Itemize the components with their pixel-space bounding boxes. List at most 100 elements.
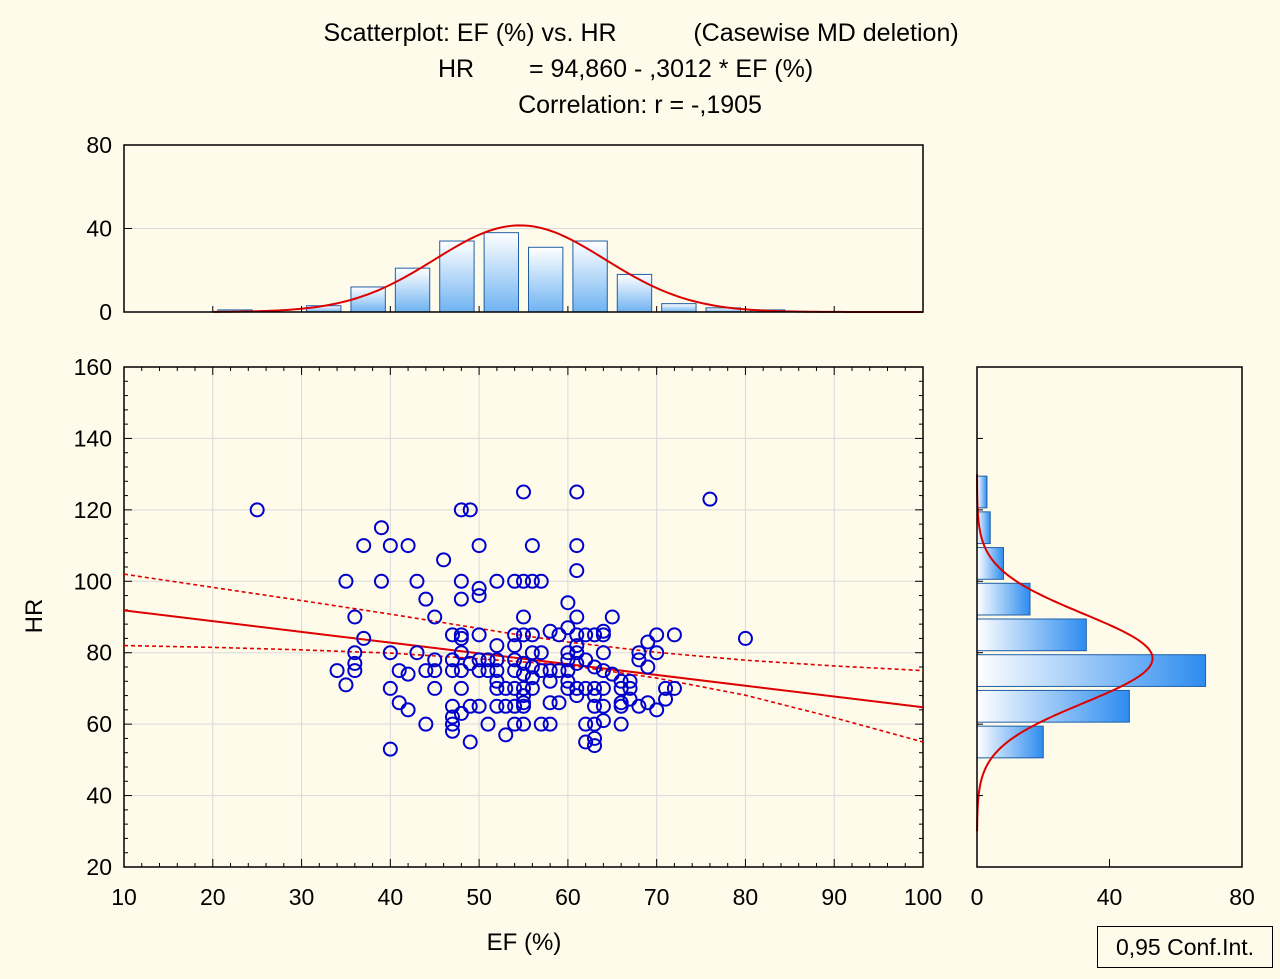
scatter-point [595, 627, 611, 643]
scatter-point [587, 698, 603, 714]
right-histogram: 0 40 80 [971, 366, 1255, 910]
scatter-point [622, 673, 638, 689]
scatter-point [391, 695, 407, 711]
scatter-point [462, 502, 478, 518]
scatter-point [569, 538, 585, 554]
scatter-point [587, 627, 603, 643]
scatter-point [382, 645, 398, 661]
scatter-point [595, 645, 611, 661]
scatter-point [649, 627, 665, 643]
scatter-point [587, 680, 603, 696]
scatter-point [569, 484, 585, 500]
right-hist-bar [976, 547, 1004, 580]
scatter-point [453, 591, 469, 607]
scatter-point [436, 552, 452, 568]
scatter-point [560, 620, 576, 636]
scatter-point [578, 716, 594, 732]
scatter-x-tick-label: 90 [821, 884, 847, 910]
right-hist-bar [976, 582, 1031, 616]
scatter-point [516, 688, 531, 704]
scatter-point [587, 730, 603, 746]
scatter-point [471, 580, 487, 596]
scatter-point [444, 709, 460, 725]
scatter-x-tick-label: 80 [733, 884, 759, 910]
scatter-point [507, 627, 523, 643]
scatter-point [516, 680, 531, 696]
right-hist-bar [976, 689, 1130, 723]
scatter-y-tick-label: 140 [74, 425, 112, 451]
top-hist-normal-curve [212, 224, 924, 313]
scatter-point [338, 573, 354, 589]
scatter-point [524, 627, 540, 643]
scatter-point [524, 670, 540, 686]
scatter-point [507, 680, 523, 696]
top-hist-y-tick-label: 80 [86, 132, 112, 158]
scatter-point [427, 663, 443, 679]
scatter-point [640, 634, 656, 650]
scatter-point [516, 698, 531, 714]
scatter-point [453, 663, 469, 679]
top-hist-bar [661, 303, 697, 313]
scatter-point [480, 663, 496, 679]
top-hist-y-tick-label: 40 [86, 216, 112, 242]
scatter-point [516, 716, 531, 732]
top-hist-bar [572, 240, 608, 313]
scatter-point [551, 663, 567, 679]
top-hist-bar [350, 286, 386, 313]
scatter-point [631, 652, 647, 668]
scatter-point [649, 702, 665, 718]
scatter-point [560, 595, 576, 611]
scatter-point [338, 677, 354, 693]
right-hist-x-tick-label: 40 [1097, 884, 1123, 910]
scatter-y-tick-label: 40 [86, 783, 112, 809]
title-line3: Correlation: r = -,1905 [518, 91, 762, 119]
scatter-point [480, 652, 496, 668]
scatter-point [516, 666, 531, 682]
scatter-point [347, 609, 363, 625]
scatter-point [507, 716, 523, 732]
scatter-point [560, 673, 576, 689]
scatter-point [373, 520, 389, 536]
scatter-point [560, 652, 576, 668]
scatter-point [587, 738, 603, 754]
scatter-point [356, 538, 372, 554]
scatter-point [569, 645, 585, 661]
scatter-point [427, 652, 443, 668]
scatter-point [524, 573, 540, 589]
scatter-point [613, 716, 629, 732]
scatter-point [702, 491, 718, 507]
scatter-point [444, 698, 460, 714]
scatter-point [427, 609, 443, 625]
scatter-point [569, 627, 585, 643]
scatter-y-tick-label: 120 [74, 497, 112, 523]
top-hist-y-tick-label: 0 [99, 299, 112, 325]
scatter-point [489, 673, 505, 689]
scatter-point [569, 688, 585, 704]
scatter-y-tick-label: 20 [86, 854, 112, 880]
scatter-point [622, 691, 638, 707]
scatter-point [578, 652, 594, 668]
scatter-point [604, 609, 620, 625]
scatter-point [498, 698, 514, 714]
scatter-point [542, 663, 558, 679]
scatter-point [418, 591, 434, 607]
scatter-point [489, 698, 505, 714]
scatter-point [391, 663, 407, 679]
right-hist-bar [976, 475, 988, 509]
scatter-point [329, 663, 345, 679]
scatter-point [444, 627, 460, 643]
scatter-point [542, 673, 558, 689]
right-hist-frame [976, 366, 1243, 868]
scatter-point [560, 680, 576, 696]
title-line1-a: Scatterplot: EF (%) vs. HR [323, 19, 616, 47]
title-line2-a: HR [438, 55, 474, 83]
scatter-point [649, 645, 665, 661]
scatter-point [587, 688, 603, 704]
right-hist-x-tick-label: 80 [1229, 884, 1255, 910]
scatter-point [542, 695, 558, 711]
scatter-x-tick-label: 20 [200, 884, 226, 910]
scatter-x-tick-label: 30 [289, 884, 315, 910]
scatter-point [427, 680, 443, 696]
scatter-point [578, 680, 594, 696]
